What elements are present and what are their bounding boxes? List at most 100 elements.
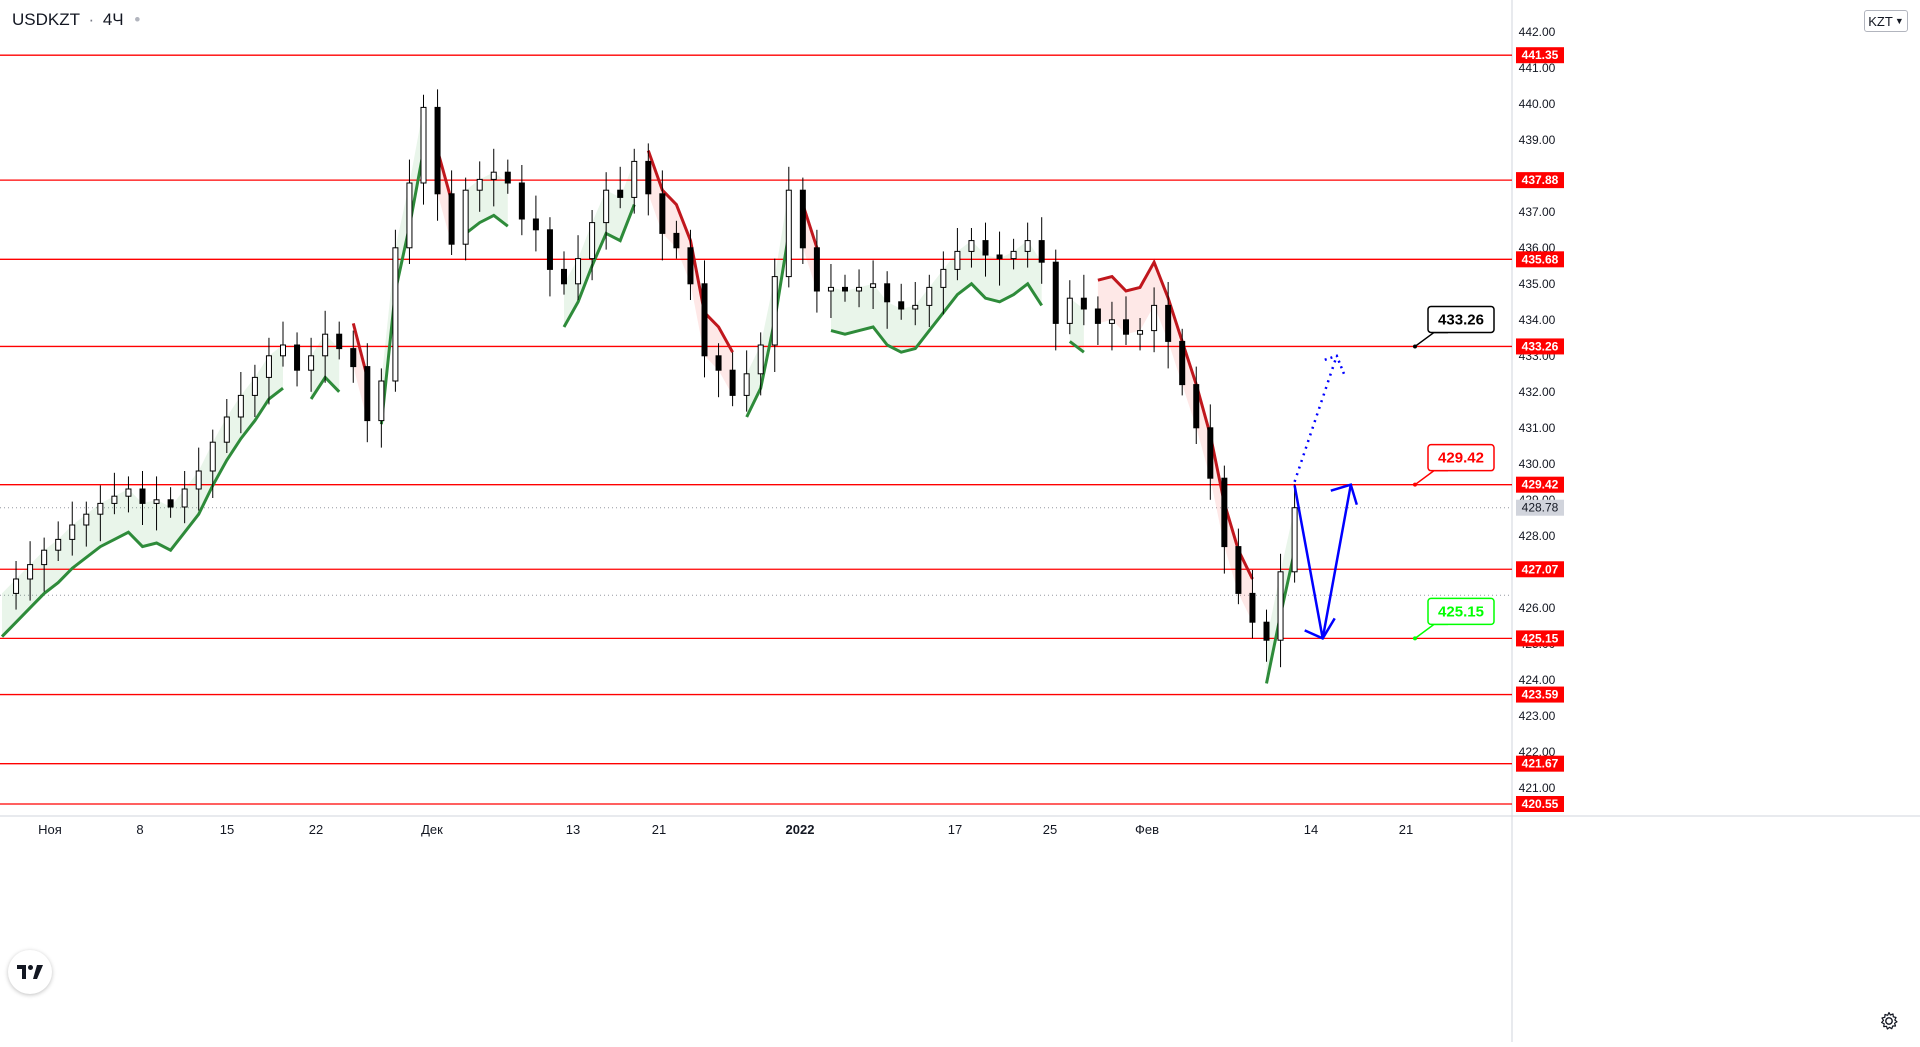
candle-body (659, 193, 666, 234)
candle-body (364, 366, 371, 422)
callout-anchor (1413, 482, 1417, 487)
candle-body (476, 178, 483, 191)
y-axis-tick: 439.00 (1519, 133, 1556, 147)
x-axis-tick: 25 (1043, 822, 1057, 837)
callout-box[interactable] (1427, 443, 1495, 472)
level-axis-label-bg (1516, 47, 1564, 64)
last-price-label-bg (1516, 499, 1564, 516)
callout-box[interactable] (1427, 597, 1495, 626)
x-axis-tick: 22 (309, 822, 323, 837)
y-axis-tick: 422.00 (1519, 745, 1556, 759)
uptrend-line (0, 387, 284, 638)
status-dot: • (134, 10, 141, 29)
candle-body (139, 488, 146, 504)
candle-body (982, 240, 989, 256)
symbol-name: USDKZT (12, 10, 80, 29)
y-axis-tick: 434.00 (1519, 313, 1556, 327)
uptrend-line (745, 233, 791, 418)
uptrend-fill (2, 345, 283, 637)
candle-body (926, 286, 933, 306)
candle-body (27, 564, 34, 580)
candle-body (153, 499, 160, 504)
level-axis-label: 441.35 (1522, 48, 1559, 62)
header-separator: · (88, 10, 95, 29)
candle-body (1038, 240, 1045, 263)
uptrend-fill (381, 107, 424, 425)
candle-body (1165, 304, 1172, 342)
uptrend-fill (746, 190, 789, 417)
candle-body (1291, 507, 1298, 573)
callout-anchor (1413, 344, 1417, 349)
x-axis-tick: 21 (1399, 822, 1413, 837)
level-axis-label: 435.68 (1522, 252, 1559, 266)
level-axis-label-bg (1516, 796, 1564, 812)
candle-body (308, 355, 315, 371)
candle-body (532, 218, 539, 231)
candle-body (687, 247, 694, 285)
candle-body (715, 355, 722, 371)
currency-selector-button[interactable]: KZT ▼ (1864, 10, 1908, 32)
candle-body (420, 106, 427, 184)
candle-body (111, 495, 118, 504)
last-price-label: 428.78 (1522, 501, 1559, 515)
candle-body (575, 258, 582, 285)
candle-body (392, 247, 399, 382)
y-axis-tick: 442.00 (1519, 25, 1556, 39)
candle-body (785, 189, 792, 278)
candle-body (771, 276, 778, 346)
level-axis-label-bg (1516, 755, 1564, 772)
candle-body (996, 254, 1003, 260)
candle-body (617, 189, 624, 198)
level-axis-label: 420.55 (1522, 797, 1559, 811)
interval-label[interactable]: 4Ч (102, 10, 124, 29)
callout-label: 429.42 (1438, 450, 1484, 467)
candle-body (1207, 427, 1214, 479)
candle-body (181, 488, 188, 508)
y-axis-tick: 421.00 (1519, 781, 1556, 795)
candle-body (41, 549, 48, 566)
downtrend-fill (802, 204, 817, 291)
settings-button[interactable] (1876, 1008, 1902, 1034)
candle-body (827, 286, 834, 292)
uptrend-fill (1069, 298, 1084, 353)
candle-body (1010, 250, 1017, 260)
candle-body (490, 171, 497, 180)
candle-body (1249, 592, 1256, 623)
candle-body (1123, 319, 1129, 335)
candle-body (898, 301, 905, 310)
candle-body (336, 333, 343, 350)
y-axis-tick: 424.00 (1519, 673, 1556, 687)
callout-anchor (1413, 636, 1417, 641)
candle-body (55, 538, 62, 551)
level-axis-label-bg (1516, 630, 1564, 647)
y-axis-tick: 428.00 (1519, 529, 1556, 543)
level-axis-label-bg (1516, 338, 1564, 355)
candle-body (195, 470, 202, 490)
candle-body (69, 524, 76, 540)
candle-body (1151, 304, 1158, 332)
candle-body (799, 189, 806, 249)
x-axis-tick: Ноя (38, 822, 62, 837)
uptrend-line (464, 213, 509, 235)
forecast-dotted-path (1293, 355, 1338, 483)
uptrend-line (562, 204, 636, 328)
candle-body (968, 240, 975, 252)
candle-body (462, 189, 469, 245)
candle-body (701, 283, 708, 357)
y-axis-tick: 423.00 (1519, 709, 1556, 723)
level-axis-label: 427.07 (1522, 562, 1559, 576)
candle-body (251, 376, 258, 396)
candle-body (1080, 297, 1087, 310)
callout-box[interactable] (1427, 305, 1495, 334)
candle-body (1235, 546, 1242, 594)
y-axis-tick: 426.00 (1519, 601, 1556, 615)
uptrend-line (1068, 340, 1085, 354)
downtrend-fill (437, 150, 452, 245)
candle-body (265, 355, 272, 378)
candle-body (1052, 261, 1059, 324)
candle-body (813, 247, 820, 292)
x-axis-tick: Фев (1135, 822, 1159, 837)
tradingview-logo[interactable] (8, 950, 52, 994)
